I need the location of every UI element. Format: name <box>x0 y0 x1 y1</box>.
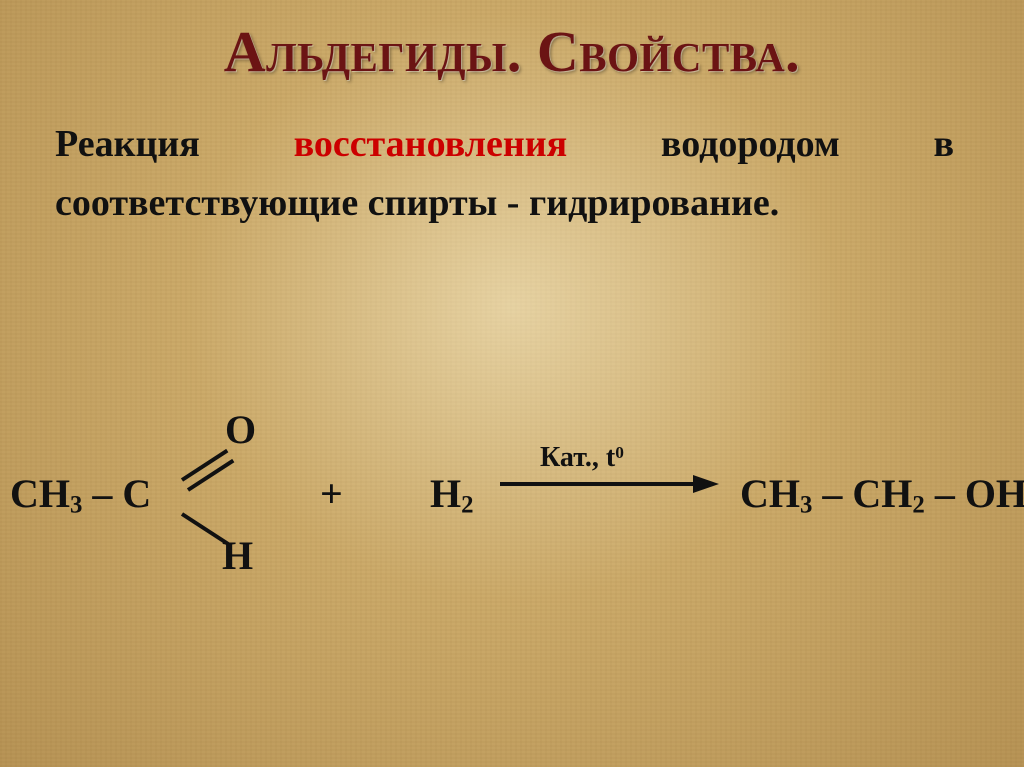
h2-sub: 2 <box>461 491 473 518</box>
cond-sup: 0 <box>615 443 624 462</box>
product-sub3: 3 <box>800 491 812 518</box>
desc-accent: восстановления <box>294 123 568 165</box>
reactant-ch: СН <box>10 471 70 516</box>
cond-text: Кат., t <box>540 442 615 473</box>
h2-base: Н <box>430 471 461 516</box>
product-dash1: – <box>812 471 852 516</box>
product: СН3 – СН2 – ОН <box>740 470 1024 519</box>
atom-o: О <box>225 406 256 453</box>
product-dash2: – <box>925 471 965 516</box>
slide: Альдегиды. Свойства. Реакция восстановле… <box>0 0 1024 767</box>
atom-h: Н <box>222 532 253 579</box>
description: Реакция восстановления водородом в соотв… <box>0 85 1024 233</box>
reaction-conditions: Кат., t0 <box>540 442 624 474</box>
reaction-arrow-line <box>500 482 695 486</box>
single-bond-h <box>181 512 230 546</box>
reactant-sub3: 3 <box>70 491 82 518</box>
product-oh: ОН <box>965 471 1024 516</box>
desc-prefix: Реакция <box>55 123 294 165</box>
page-title: Альдегиды. Свойства. <box>0 0 1024 85</box>
reactant-dash-c: – С <box>82 471 151 516</box>
double-bond-2 <box>187 459 234 492</box>
reaction-equation: СН3 – С О Н + Н2 Кат., t0 СН3 – СН2 – ОН <box>10 410 1014 610</box>
reagent-h2: Н2 <box>430 470 474 519</box>
reactant-ch3c: СН3 – С <box>10 470 151 519</box>
product-ch2: СН <box>852 471 912 516</box>
reaction-arrow-head <box>693 475 719 493</box>
product-sub2: 2 <box>912 491 924 518</box>
product-ch3: СН <box>740 471 800 516</box>
plus-sign: + <box>320 470 343 517</box>
